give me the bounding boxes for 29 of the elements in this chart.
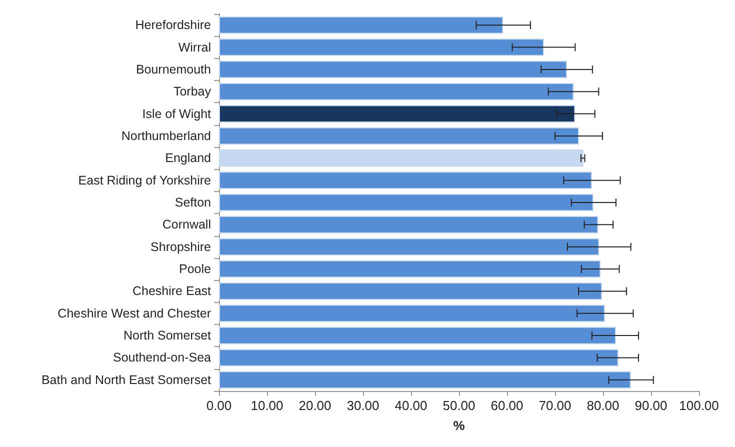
y-tick-label: Isle of Wight xyxy=(142,106,212,121)
y-tick-label: Southend-on-Sea xyxy=(113,350,212,365)
y-tick-label: Shropshire xyxy=(150,240,212,254)
x-axis-title: % xyxy=(453,418,466,433)
y-tick-label: East Riding of Yorkshire xyxy=(78,173,212,188)
y-tick-label: Sefton xyxy=(174,196,212,210)
y-tick-label: Cheshire West and Chester xyxy=(58,306,211,320)
y-tick-label: Northumberland xyxy=(121,128,212,143)
x-tick-label: 0.00 xyxy=(206,398,232,413)
y-tick-label: England xyxy=(165,151,212,166)
x-tick-label: 50.00 xyxy=(442,398,476,413)
x-tick-label: 10.00 xyxy=(250,398,284,413)
x-tick-label: 70.00 xyxy=(538,398,572,413)
y-tick-label: Wirral xyxy=(178,40,211,54)
y-tick-label: Poole xyxy=(179,262,212,276)
y-tick-label: North Somerset xyxy=(123,328,212,343)
x-tick-label: 30.00 xyxy=(346,398,380,413)
x-tick-label: 60.00 xyxy=(490,398,524,413)
y-tick-label: Bath and North East Somerset xyxy=(41,372,212,387)
y-tick-label: Herefordshire xyxy=(135,18,212,32)
y-tick-label: Cornwall xyxy=(162,218,211,232)
x-tick-label: 90.00 xyxy=(634,398,668,413)
x-tick-label: 80.00 xyxy=(586,398,620,413)
x-tick-label: 20.00 xyxy=(298,398,332,413)
y-tick-label: Bournemouth xyxy=(136,62,212,76)
y-tick-label: Torbay xyxy=(173,84,212,99)
x-tick-label: 100.00 xyxy=(679,398,719,413)
x-tick-label: 40.00 xyxy=(394,398,428,413)
y-tick-label: Cheshire East xyxy=(132,284,212,298)
